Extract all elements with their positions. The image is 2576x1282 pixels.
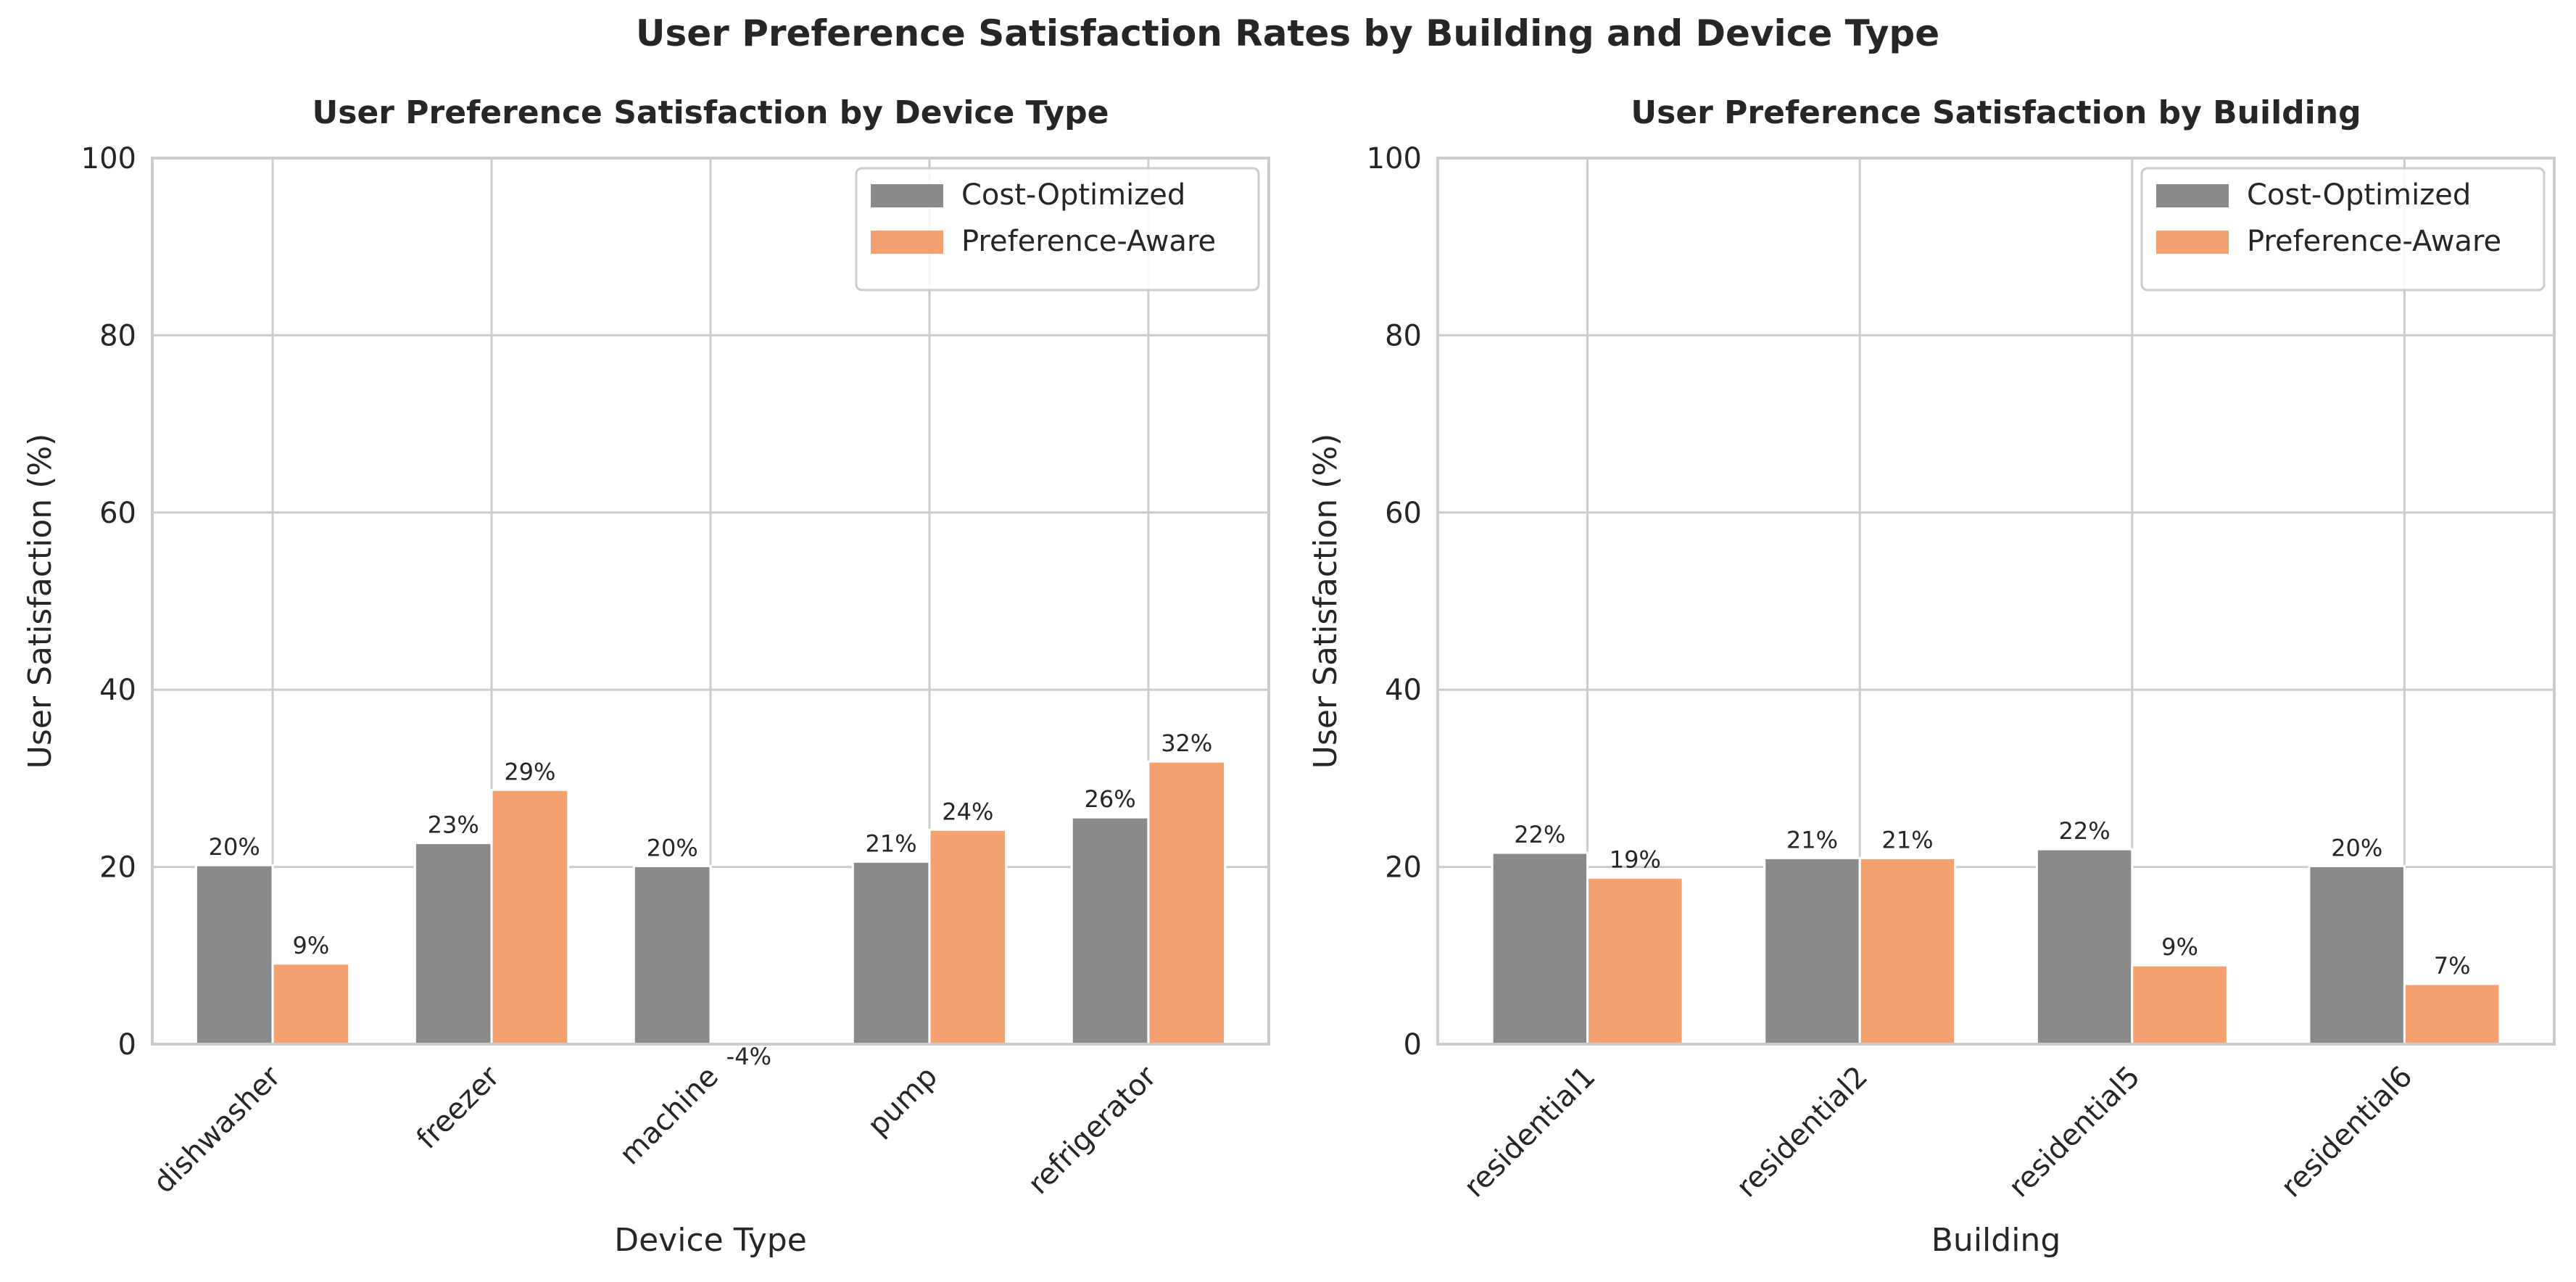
x-tick-label-residential1: residential1 <box>1458 1060 1602 1204</box>
bar-preference-aware-residential2 <box>1858 856 1957 1046</box>
x-tick-label-residential5: residential5 <box>2003 1060 2147 1204</box>
legend-label-cost-optimized: Cost-Optimized <box>961 178 1185 212</box>
charts-group: 0 20 40 60 80 100 20% 23% 20% 21% 26% 9% 29% -4% 24% 32… <box>22 94 2556 1259</box>
y-tick-label: 0 <box>118 1028 136 1062</box>
data-label-cost-optimized-residential1: 22% <box>1514 821 1565 848</box>
x-tick-label-refrigerator: refrigerator <box>1022 1059 1163 1201</box>
x-tick-label-dishwasher: dishwasher <box>147 1059 288 1200</box>
y-tick-label: 100 <box>1367 142 1422 175</box>
y-tick-label: 40 <box>1385 674 1422 707</box>
y-tick-label: 0 <box>1404 1028 1422 1062</box>
bar-preference-aware-residential1 <box>1586 876 1684 1046</box>
legend: Cost-Optimized Preference-Aware <box>2140 167 2546 291</box>
bar-cost-optimized-residential5 <box>2035 848 2134 1046</box>
legend-swatch-cost-optimized <box>871 184 943 207</box>
data-label-preference-aware-pump: 24% <box>942 798 993 825</box>
data-label-preference-aware-freezer: 29% <box>504 758 555 785</box>
data-label-preference-aware-residential6: 7% <box>2434 952 2471 980</box>
legend-label-preference-aware: Preference-Aware <box>2247 225 2501 258</box>
data-label-preference-aware-residential1: 19% <box>1610 845 1661 873</box>
data-label-preference-aware-refrigerator: 32% <box>1161 729 1212 757</box>
y-tick-label: 40 <box>99 674 136 707</box>
legend-box <box>2140 167 2546 291</box>
bar-cost-optimized-freezer <box>413 842 493 1046</box>
chart-panel-2: 0 20 40 60 80 100 22% 21% 22% 20% 19% 21% 9% 7% reside… <box>1307 94 2556 1259</box>
legend-label-cost-optimized: Cost-Optimized <box>2247 178 2471 212</box>
axes-title: User Preference Satisfaction by Device T… <box>312 94 1109 131</box>
legend-label-preference-aware: Preference-Aware <box>961 225 1216 258</box>
bar-cost-optimized-residential1 <box>1491 851 1589 1046</box>
y-tick-label: 20 <box>1385 851 1422 885</box>
bar-preference-aware-refrigerator <box>1147 760 1227 1046</box>
bar-preference-aware-dishwasher <box>271 962 351 1046</box>
legend: Cost-Optimized Preference-Aware <box>855 167 1260 291</box>
x-tick-label-machine: machine <box>613 1060 725 1172</box>
data-label-cost-optimized-residential2: 21% <box>1786 826 1838 853</box>
bar-cost-optimized-pump <box>851 860 931 1046</box>
y-tick-label: 80 <box>1385 319 1422 352</box>
data-label-cost-optimized-residential5: 22% <box>2059 817 2111 845</box>
y-axis-label: User Satisfaction (%) <box>22 434 59 769</box>
bar-cost-optimized-residential6 <box>2308 864 2406 1046</box>
data-label-preference-aware-dishwasher: 9% <box>293 932 330 959</box>
bar-cost-optimized-machine <box>632 864 712 1046</box>
axes-title: User Preference Satisfaction by Building <box>1631 94 2361 131</box>
y-tick-label: 80 <box>99 319 136 352</box>
x-tick-label-residential6: residential6 <box>2275 1060 2419 1204</box>
plot-frame <box>1436 157 2556 1046</box>
x-tick-label-freezer: freezer <box>410 1059 507 1156</box>
x-tick-label-pump: pump <box>861 1060 944 1143</box>
data-label-cost-optimized-pump: 21% <box>866 830 917 857</box>
legend-box <box>855 167 1260 291</box>
y-axis-label: User Satisfaction (%) <box>1307 434 1344 769</box>
y-tick-label: 60 <box>99 497 136 530</box>
x-tick-label-residential2: residential2 <box>1730 1060 1874 1204</box>
y-tick-label: 20 <box>99 851 136 885</box>
data-label-cost-optimized-residential6: 20% <box>2331 834 2382 861</box>
bar-preference-aware-residential5 <box>2131 964 2229 1046</box>
legend-swatch-preference-aware <box>2156 231 2229 254</box>
bar-cost-optimized-residential2 <box>1763 856 1861 1046</box>
data-label-cost-optimized-refrigerator: 26% <box>1085 785 1136 813</box>
figure-title: User Preference Satisfaction Rates by Bu… <box>636 12 1939 54</box>
data-label-preference-aware-residential5: 9% <box>2161 933 2198 961</box>
data-label-preference-aware-machine: -4% <box>726 1043 771 1070</box>
bar-preference-aware-residential6 <box>2403 983 2501 1046</box>
legend-swatch-cost-optimized <box>2156 184 2229 207</box>
bar-cost-optimized-refrigerator <box>1070 816 1150 1046</box>
x-axis-label: Device Type <box>614 1222 807 1259</box>
y-tick-label: 60 <box>1385 497 1422 530</box>
plot-frame <box>151 157 1270 1046</box>
x-axis-label: Building <box>1931 1222 2061 1259</box>
data-label-cost-optimized-freezer: 23% <box>428 811 479 839</box>
bar-preference-aware-freezer <box>490 788 570 1046</box>
data-label-preference-aware-residential2: 21% <box>1881 826 1933 853</box>
bar-preference-aware-pump <box>928 828 1008 1046</box>
data-label-cost-optimized-dishwasher: 20% <box>209 833 260 861</box>
y-tick-label: 100 <box>81 142 136 175</box>
legend-swatch-preference-aware <box>871 231 943 254</box>
data-label-cost-optimized-machine: 20% <box>647 834 698 861</box>
bar-cost-optimized-dishwasher <box>194 864 274 1046</box>
chart-panel-1: 0 20 40 60 80 100 20% 23% 20% 21% 26% 9% 29% -4% 24% 32… <box>22 94 1270 1259</box>
